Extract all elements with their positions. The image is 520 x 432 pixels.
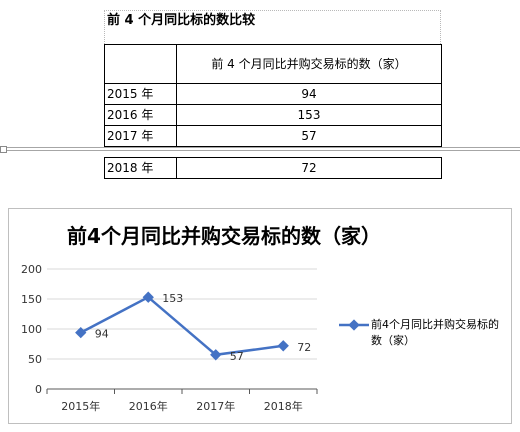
table-cell-year: 2018 年 (104, 157, 177, 179)
document-heading: 前 4 个月同比标的数比较 (104, 10, 441, 44)
data-point-marker (277, 340, 289, 352)
data-label: 72 (297, 341, 311, 354)
y-tick-label: 100 (21, 323, 42, 336)
line-chart[interactable]: 前4个月同比并购交易标的数（家） 0 50 100 150 200 2015年 2016年 2… (8, 208, 512, 424)
table-row: 2018 年 72 (104, 157, 442, 179)
table-column-header: 前 4 个月同比并购交易标的数（家） (176, 44, 442, 84)
y-tick-label: 150 (21, 293, 42, 306)
x-tick-label: 2018年 (264, 399, 303, 413)
y-tick-label: 0 (35, 383, 42, 396)
table-cell-year: 2017 年 (104, 125, 177, 147)
y-tick-label: 50 (28, 353, 42, 366)
page-break-line (0, 147, 520, 151)
page-break-handle[interactable] (0, 146, 7, 153)
table-header-blank (104, 44, 177, 84)
data-point-marker (142, 291, 154, 303)
table-header-row: 前 4 个月同比并购交易标的数（家） (104, 44, 442, 84)
chart-plot-area: 0 50 100 150 200 2015年 2016年 2017年 2018年 94 153 57 7… (21, 263, 318, 413)
table-row: 2016 年 153 (104, 104, 442, 126)
table-row: 2015 年 94 (104, 83, 442, 105)
table-row: 2017 年 57 (104, 125, 442, 147)
table-cell-year: 2016 年 (104, 104, 177, 126)
y-tick-label: 200 (21, 263, 42, 276)
data-label: 94 (95, 328, 109, 341)
chart-title: 前4个月同比并购交易标的数（家） (67, 224, 381, 248)
data-table: 前 4 个月同比并购交易标的数（家） 2015 年 94 2016 年 153 … (104, 44, 442, 147)
x-tick-label: 2016年 (129, 399, 168, 413)
table-cell-value: 72 (176, 157, 442, 179)
table-cell-year: 2015 年 (104, 83, 177, 105)
data-table-continued: 2018 年 72 (104, 157, 442, 179)
series-line (80, 295, 284, 357)
legend-series-label: 前4个月同比并购交易标的数（家） (371, 318, 499, 347)
data-label: 153 (162, 292, 183, 305)
table-cell-value: 57 (176, 125, 442, 147)
x-tick-label: 2017年 (196, 399, 235, 413)
data-point-marker (210, 349, 222, 361)
legend-marker-icon (339, 319, 369, 331)
x-tick-label: 2015年 (61, 399, 100, 413)
data-label: 57 (230, 350, 244, 363)
table-cell-value: 153 (176, 104, 442, 126)
table-cell-value: 94 (176, 83, 442, 105)
